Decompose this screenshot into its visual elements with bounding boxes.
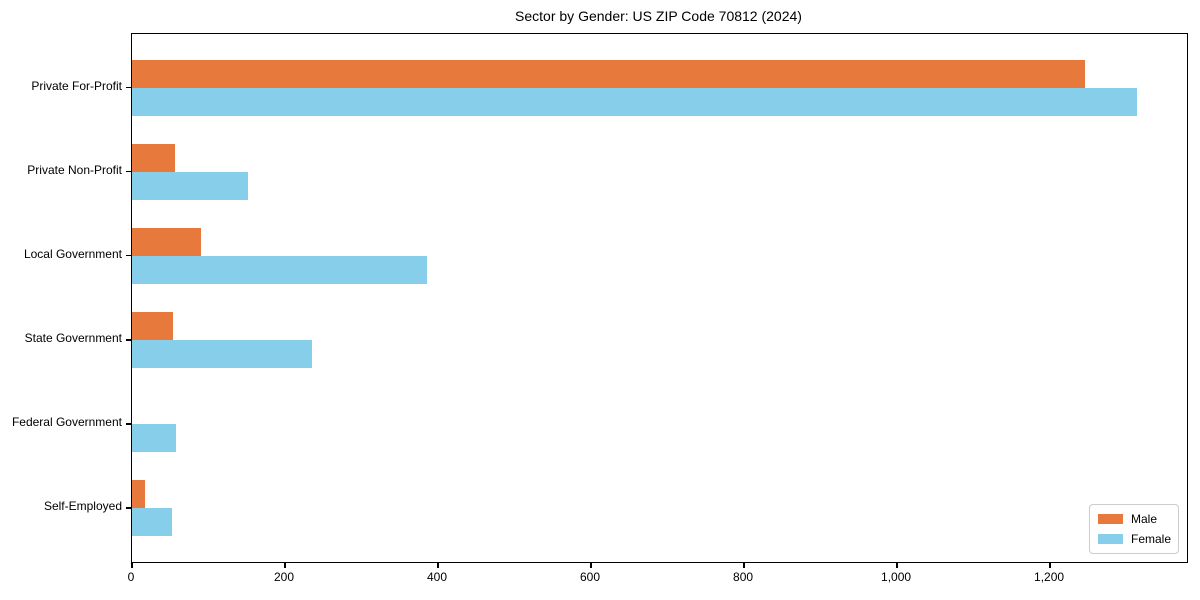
x-tick-label-0: 0 <box>127 570 135 584</box>
legend-swatch-female <box>1098 534 1123 544</box>
bar-female-0 <box>132 87 1137 116</box>
y-tick-mark <box>126 170 131 173</box>
x-tick-mark <box>1049 562 1051 568</box>
y-tick-label-1: Private Non-Profit <box>27 162 122 177</box>
y-tick-label-4: Federal Government <box>11 415 122 430</box>
x-tick-mark <box>896 562 898 568</box>
y-tick-mark <box>126 86 131 89</box>
x-tick-label-3: 600 <box>580 570 601 584</box>
x-tick-mark <box>437 562 439 568</box>
legend-item-female: Female <box>1098 532 1172 546</box>
bar-male-3 <box>132 312 173 341</box>
legend-swatch-male <box>1098 514 1123 524</box>
legend-label-male: Male <box>1131 512 1158 526</box>
x-tick-label-5: 1,000 <box>881 570 912 584</box>
plot-area <box>131 33 1188 563</box>
y-tick-label-3: State Government <box>24 331 122 346</box>
bar-female-5 <box>132 508 172 537</box>
y-tick-label-5: Self-Employed <box>43 499 122 514</box>
x-tick-label-1: 200 <box>273 570 295 584</box>
x-tick-mark <box>131 562 133 568</box>
chart-title: Sector by Gender: US ZIP Code 70812 (202… <box>515 8 802 24</box>
bar-male-5 <box>132 480 145 509</box>
y-tick-mark <box>126 254 131 257</box>
bar-female-3 <box>132 340 312 369</box>
bar-male-2 <box>132 227 201 256</box>
y-tick-mark <box>126 339 131 341</box>
y-tick-mark <box>126 423 131 425</box>
x-tick-mark <box>743 562 745 568</box>
legend-item-male: Male <box>1098 512 1170 526</box>
x-tick-mark <box>284 562 286 568</box>
x-tick-label-2: 400 <box>427 570 448 584</box>
x-tick-label-6: 1,200 <box>1034 570 1065 584</box>
bar-female-1 <box>132 171 248 200</box>
bar-female-4 <box>132 424 177 453</box>
bar-male-0 <box>132 59 1086 88</box>
legend: Male Female <box>1089 504 1179 554</box>
legend-label-female: Female <box>1131 532 1172 546</box>
y-tick-label-0: Private For-Profit <box>31 78 122 93</box>
x-tick-mark <box>590 562 592 568</box>
x-tick-label-4: 800 <box>733 570 754 584</box>
bar-female-2 <box>132 255 428 284</box>
bar-male-1 <box>132 143 175 172</box>
y-tick-mark <box>126 507 131 509</box>
y-tick-label-2: Local Government <box>23 246 122 261</box>
